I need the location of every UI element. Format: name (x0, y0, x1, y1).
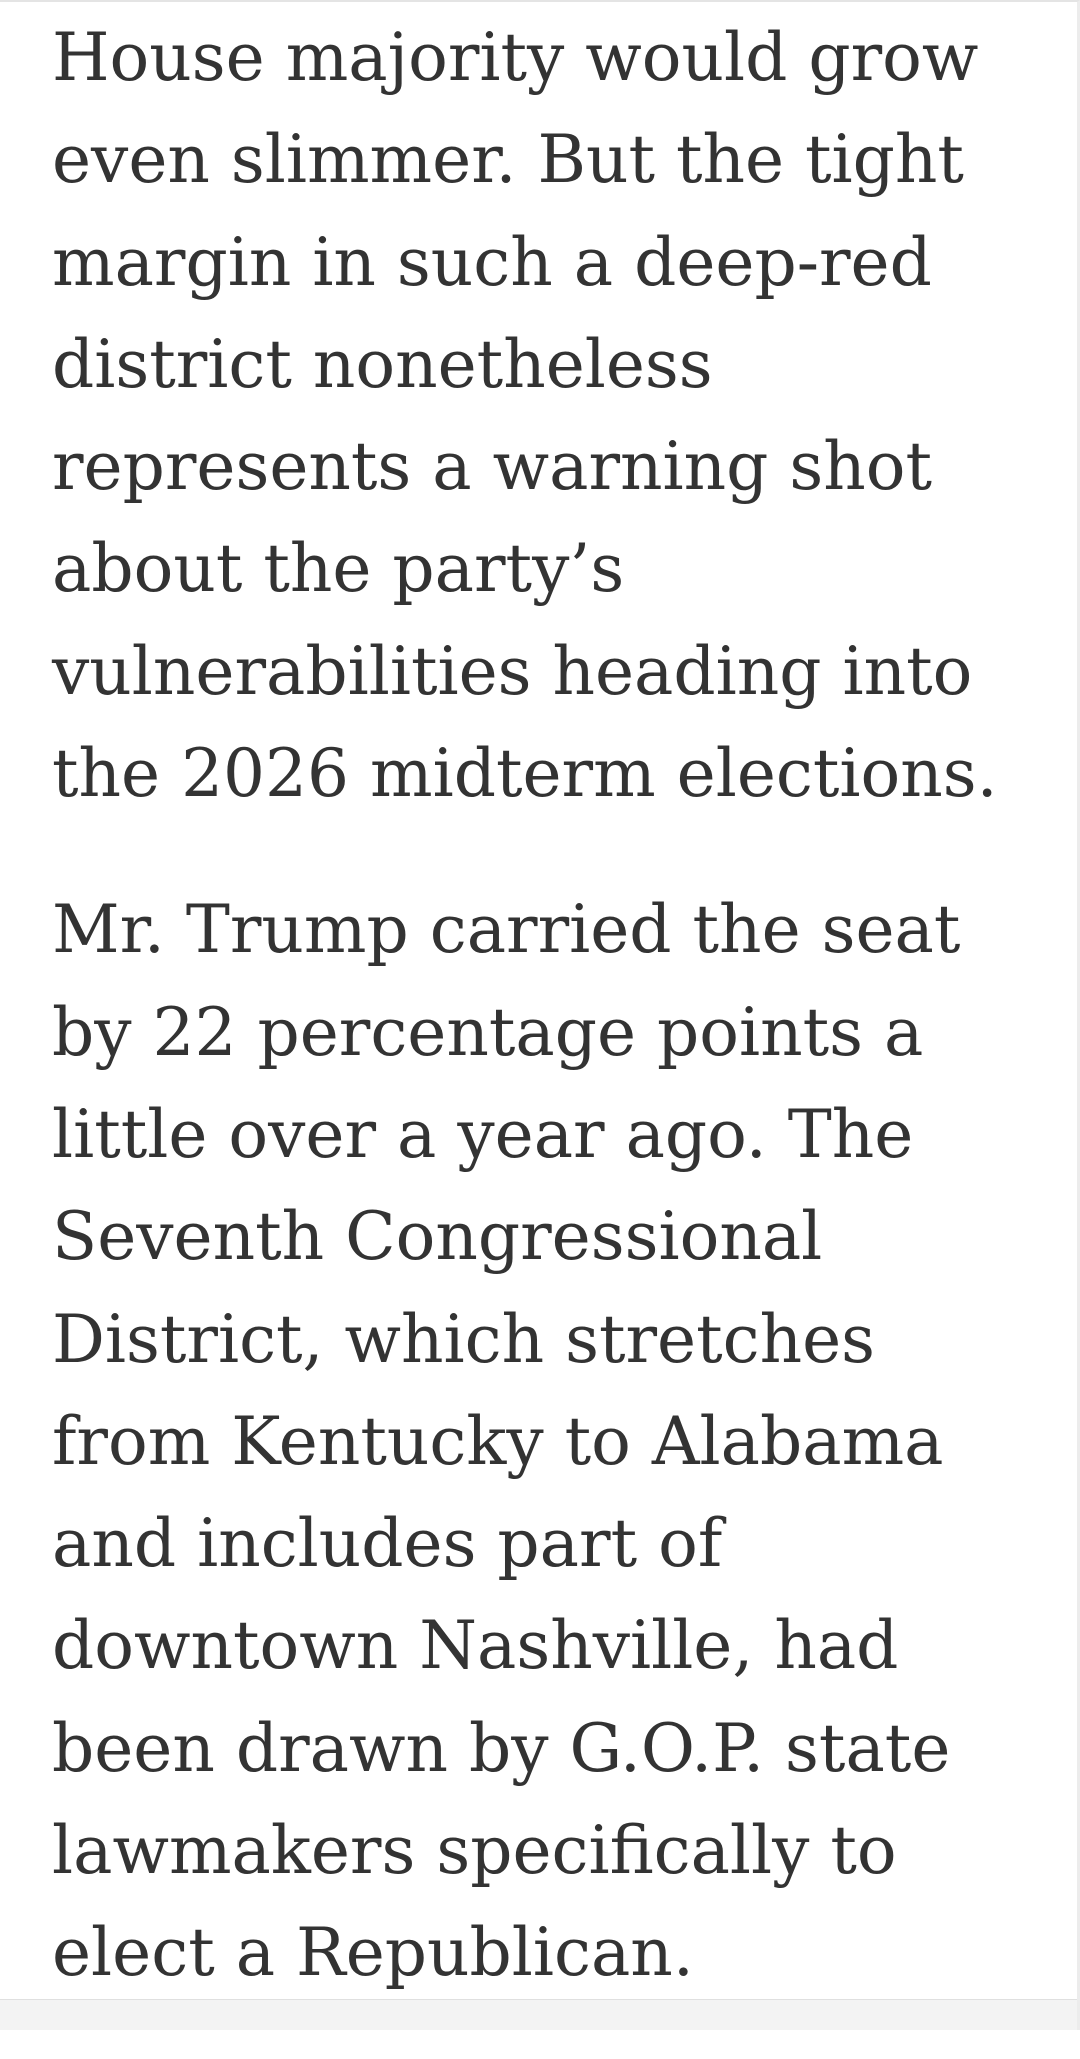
text-line: Seventh Congressional (52, 1198, 823, 1276)
text-line: been drawn by G.O.P. state (52, 1709, 951, 1787)
text-line: House majority would grow (52, 19, 979, 96)
text-line: lawmakers specifically to (52, 1812, 897, 1890)
paragraph: House majority would grow even slimmer. B… (52, 7, 1057, 825)
text-line: margin in such a deep-red (52, 223, 932, 301)
text-line: little over a year ago. The (52, 1095, 914, 1173)
text-line: District, which stretches (52, 1300, 876, 1378)
article-body: House majority would grow even slimmer. B… (52, 7, 1057, 2059)
text-line: and includes part of (52, 1505, 723, 1583)
text-line: Mr. Trump carried the seat (52, 891, 961, 969)
bottom-bar (0, 1999, 1077, 2030)
text-line: about the party’s (52, 530, 625, 608)
paragraph: Mr. Trump carried the seat by 22 percenta… (52, 879, 1057, 2004)
text-line: from Kentucky to Alabama (52, 1402, 944, 1480)
text-line: vulnerabilities heading into (52, 632, 973, 710)
text-line: district nonetheless (52, 325, 713, 403)
text-line: elect a Republican. (52, 1914, 694, 1992)
text-line: even slimmer. But the tight (52, 121, 964, 199)
text-line: downtown Nashville, had (52, 1607, 899, 1685)
text-line: represents a warning shot (52, 428, 932, 506)
text-line: the 2026 midterm elections. (52, 735, 998, 813)
text-line: by 22 percentage points a (52, 993, 924, 1071)
